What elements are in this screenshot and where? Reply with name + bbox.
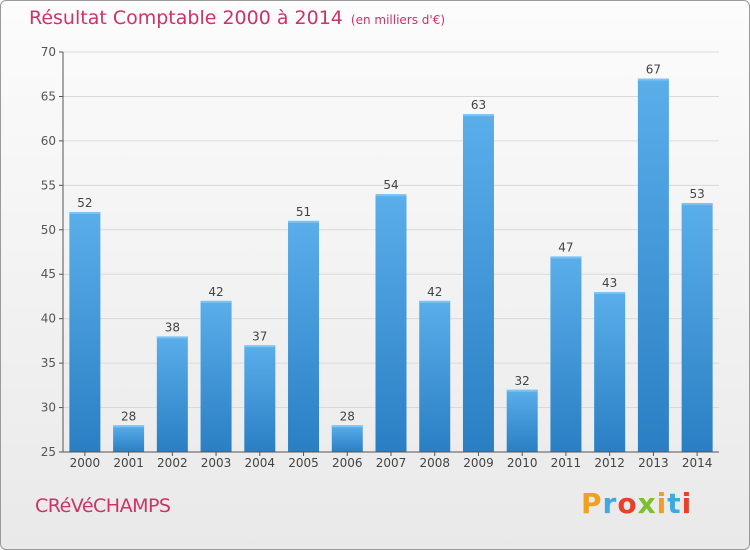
x-tick-label: 2013: [638, 456, 669, 470]
y-tick-label: 25: [41, 445, 56, 459]
x-tick-label: 2007: [376, 456, 407, 470]
x-tick-label: 2010: [507, 456, 538, 470]
x-tick-label: 2011: [551, 456, 582, 470]
proxiti-logo: Proxiti: [581, 487, 693, 520]
bar-2010: [506, 389, 538, 452]
bar-2014: [681, 203, 713, 452]
bar-top-highlight: [462, 114, 494, 117]
bar-2013: [637, 78, 669, 453]
x-tick-label: 2002: [157, 456, 188, 470]
x-tick-label: 2001: [113, 456, 144, 470]
chart-title-text: Résultat Comptable 2000 à 2014: [29, 7, 343, 29]
bar-2006: [331, 425, 363, 452]
bar-top-highlight: [506, 389, 538, 392]
data-label: 63: [471, 98, 486, 112]
x-tick-label: 2000: [70, 456, 101, 470]
data-label: 47: [558, 240, 573, 254]
x-tick-label: 2005: [288, 456, 319, 470]
bar-top-highlight: [156, 336, 188, 339]
x-tick-label: 2008: [419, 456, 450, 470]
bar-top-highlight: [113, 425, 145, 428]
x-tick-label: 2012: [594, 456, 625, 470]
data-label: 28: [340, 409, 355, 423]
bar-2004: [244, 345, 276, 452]
bar-2009: [462, 114, 494, 452]
x-tick-label: 2004: [245, 456, 276, 470]
y-tick-label: 45: [41, 267, 56, 281]
x-tick-label: 2014: [682, 456, 713, 470]
data-label: 52: [77, 196, 92, 210]
bar-2003: [200, 300, 232, 452]
data-label: 32: [515, 374, 530, 388]
data-label: 43: [602, 276, 617, 290]
commune-name: CRéVéCHAMPS: [35, 495, 171, 517]
bar-top-highlight: [244, 345, 276, 348]
bar-2011: [550, 256, 582, 452]
y-tick-label: 70: [41, 45, 56, 59]
data-label: 38: [165, 320, 180, 334]
bar-top-highlight: [681, 203, 713, 206]
bar-top-highlight: [288, 220, 320, 223]
x-tick-label: 2006: [332, 456, 363, 470]
data-label: 42: [427, 285, 442, 299]
bar-top-highlight: [375, 194, 407, 197]
data-label: 67: [646, 63, 661, 77]
y-tick-label: 35: [41, 356, 56, 370]
data-label: 54: [383, 178, 398, 192]
bar-top-highlight: [69, 212, 101, 214]
data-label: 51: [296, 205, 311, 219]
x-tick-label: 2003: [201, 456, 232, 470]
data-label: 42: [208, 285, 223, 299]
bar-top-highlight: [637, 78, 669, 81]
data-label: 53: [689, 187, 704, 201]
y-tick-label: 40: [41, 312, 56, 326]
bar-top-highlight: [594, 292, 626, 294]
chart-title-unit: (en milliers d'€): [350, 13, 446, 27]
data-label: 28: [121, 409, 136, 423]
bar-2007: [375, 194, 407, 452]
chart-title: Résultat Comptable 2000 à 2014 (en millie…: [29, 7, 445, 29]
bar-top-highlight: [550, 256, 582, 259]
y-tick-label: 55: [41, 178, 56, 192]
bar-top-highlight: [331, 425, 363, 428]
bar-top-highlight: [200, 300, 232, 303]
x-tick-label: 2009: [463, 456, 494, 470]
bar-2008: [419, 300, 451, 452]
bar-2000: [69, 212, 101, 452]
y-tick-label: 60: [41, 134, 56, 148]
bar-2005: [288, 220, 320, 452]
y-tick-label: 50: [41, 223, 56, 237]
bar-2012: [594, 292, 626, 452]
y-tick-label: 65: [41, 89, 56, 103]
bar-2001: [113, 425, 145, 452]
bar-top-highlight: [419, 300, 451, 303]
data-label: 37: [252, 329, 267, 343]
bar-2002: [156, 336, 188, 452]
y-tick-label: 30: [41, 401, 56, 415]
